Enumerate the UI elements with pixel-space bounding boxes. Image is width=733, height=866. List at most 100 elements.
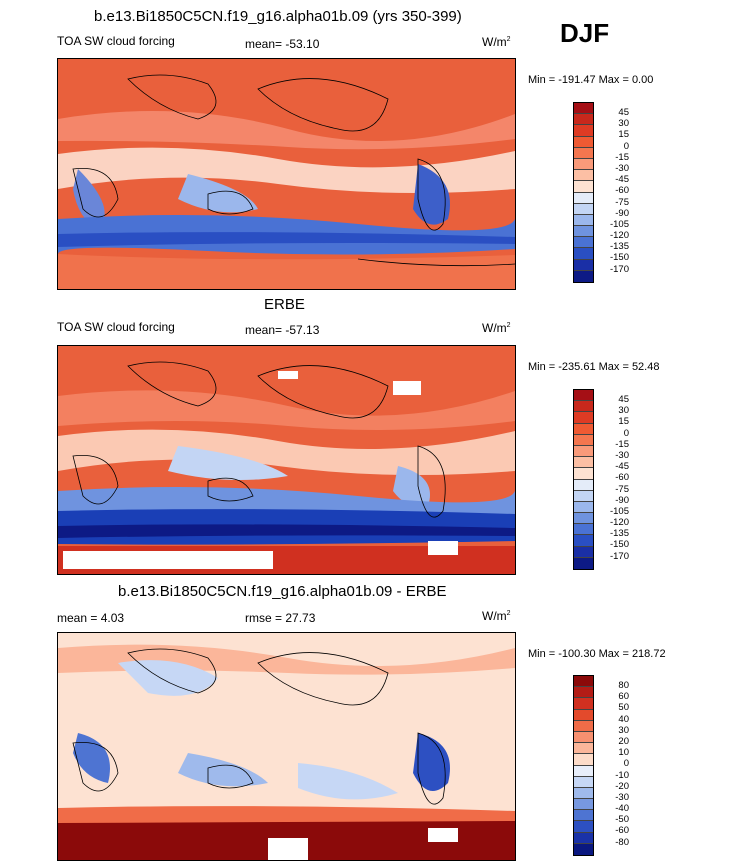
- colorbar-swatch: [574, 136, 593, 148]
- colorbar-tick-label: -80: [615, 836, 629, 848]
- colorbar-tick-label: -60: [615, 825, 629, 837]
- colorbar-swatch: [574, 445, 593, 458]
- colorbar-tick-label: -60: [615, 472, 629, 484]
- colorbar-swatch: [574, 158, 593, 171]
- colorbar-tick-label: 50: [618, 702, 629, 714]
- colorbar-tick-label: 0: [623, 427, 629, 439]
- colorbar-swatch: [574, 203, 593, 215]
- panel1-colorbar-ticks: 45 30 15 0 -15 -30 -45 -60 -75 -90 -105 -120 -135 -15…: [605, 107, 629, 275]
- colorbar-swatch: [574, 259, 593, 271]
- colorbar-swatch: [574, 799, 593, 811]
- colorbar-swatch: [574, 170, 593, 182]
- colorbar-tick-label: 40: [618, 713, 629, 725]
- model-title: b.e13.Bi1850C5CN.f19_g16.alpha01b.09 (yr…: [94, 8, 462, 25]
- panel2-colorbar: [573, 389, 594, 570]
- colorbar-swatch: [574, 114, 593, 126]
- colorbar-tick-label: -120: [609, 517, 629, 529]
- colorbar-swatch: [574, 676, 593, 688]
- colorbar-tick-label: -90: [615, 494, 629, 506]
- panel1-variable-label: TOA SW cloud forcing: [57, 34, 175, 48]
- colorbar-tick-label: 10: [618, 747, 629, 759]
- colorbar-tick-label: 0: [623, 140, 629, 152]
- panel2-mean-label: mean= -57.13: [245, 323, 320, 337]
- colorbar-tick-label: -75: [615, 483, 629, 495]
- colorbar-swatch: [574, 709, 593, 721]
- colorbar-tick-label: -10: [615, 769, 629, 781]
- colorbar-swatch: [574, 832, 593, 844]
- panel1-units: W/m2: [482, 35, 511, 49]
- colorbar-swatch: [574, 501, 593, 514]
- panel1-minmax: Min = -191.47 Max = 0.00: [528, 74, 654, 86]
- colorbar-tick-label: -170: [609, 550, 629, 562]
- panel3-rmse-label: rmse = 27.73: [245, 611, 316, 625]
- colorbar-swatch: [574, 720, 593, 732]
- colorbar-swatch: [574, 557, 593, 569]
- colorbar-tick-label: 45: [618, 394, 629, 405]
- panel2-map: [57, 345, 516, 575]
- panel2-title: ERBE: [264, 296, 305, 313]
- colorbar-tick-label: 20: [618, 735, 629, 747]
- colorbar-swatch: [574, 103, 593, 115]
- colorbar-tick-label: -15: [615, 438, 629, 450]
- colorbar-swatch: [574, 490, 593, 502]
- colorbar-swatch: [574, 743, 593, 755]
- panel2-variable-label: TOA SW cloud forcing: [57, 320, 175, 334]
- panel3-map: [57, 632, 516, 861]
- season-label: DJF: [560, 18, 610, 48]
- colorbar-tick-label: -50: [615, 814, 629, 826]
- colorbar-swatch: [574, 776, 593, 788]
- colorbar-swatch: [574, 192, 593, 204]
- colorbar-tick-label: 15: [618, 416, 629, 428]
- colorbar-tick-label: -45: [615, 174, 629, 186]
- colorbar-tick-label: 15: [618, 129, 629, 141]
- colorbar-swatch: [574, 698, 593, 710]
- colorbar-swatch: [574, 226, 593, 238]
- colorbar-swatch: [574, 214, 593, 227]
- colorbar-tick-label: -150: [609, 539, 629, 551]
- colorbar-tick-label: -150: [609, 252, 629, 264]
- colorbar-swatch: [574, 457, 593, 469]
- colorbar-tick-label: -40: [615, 803, 629, 815]
- colorbar-tick-label: -20: [615, 780, 629, 792]
- colorbar-swatch: [574, 687, 593, 699]
- colorbar-tick-label: 30: [618, 118, 629, 130]
- colorbar-tick-label: -105: [609, 218, 629, 230]
- colorbar-tick-label: -120: [609, 230, 629, 242]
- colorbar-swatch: [574, 237, 593, 249]
- colorbar-swatch: [574, 147, 593, 159]
- panel3-colorbar: [573, 675, 594, 856]
- colorbar-tick-label: -105: [609, 505, 629, 517]
- panel3-mean-label: mean = 4.03: [57, 611, 125, 625]
- panel3-title: b.e13.Bi1850C5CN.f19_g16.alpha01b.09 - E…: [118, 583, 447, 600]
- colorbar-tick-label: 30: [618, 405, 629, 417]
- colorbar-tick-label: -90: [615, 207, 629, 219]
- colorbar-tick-label: -135: [609, 528, 629, 540]
- panel3-colorbar-ticks: 80 60 50 40 30 20 10 0 -10 -20 -30 -40 -50 -60 -80: [605, 680, 629, 848]
- colorbar-swatch: [574, 423, 593, 435]
- colorbar-tick-label: -75: [615, 196, 629, 208]
- colorbar-swatch: [574, 479, 593, 491]
- panel3-minmax: Min = -100.30 Max = 218.72: [528, 648, 666, 660]
- colorbar-tick-label: -15: [615, 151, 629, 163]
- panel1-mean-label: mean= -53.10: [245, 37, 320, 51]
- colorbar-tick-label: -45: [615, 461, 629, 473]
- colorbar-tick-label: 80: [618, 680, 629, 691]
- colorbar-swatch: [574, 535, 593, 547]
- colorbar-swatch: [574, 810, 593, 822]
- colorbar-swatch: [574, 787, 593, 800]
- panel1-map: [57, 58, 516, 290]
- colorbar-tick-label: -60: [615, 185, 629, 197]
- colorbar-swatch: [574, 390, 593, 402]
- colorbar-tick-label: -135: [609, 241, 629, 253]
- colorbar-swatch: [574, 181, 593, 193]
- colorbar-swatch: [574, 546, 593, 558]
- panel2-units: W/m2: [482, 321, 511, 335]
- colorbar-tick-label: 30: [618, 724, 629, 736]
- colorbar-tick-label: -30: [615, 449, 629, 461]
- colorbar-tick-label: -30: [615, 162, 629, 174]
- panel1-colorbar: [573, 102, 594, 283]
- colorbar-tick-label: -170: [609, 263, 629, 275]
- colorbar-swatch: [574, 434, 593, 446]
- colorbar-swatch: [574, 821, 593, 833]
- panel2-colorbar-ticks: 45 30 15 0 -15 -30 -45 -60 -75 -90 -105 -120 -135 -15…: [605, 394, 629, 562]
